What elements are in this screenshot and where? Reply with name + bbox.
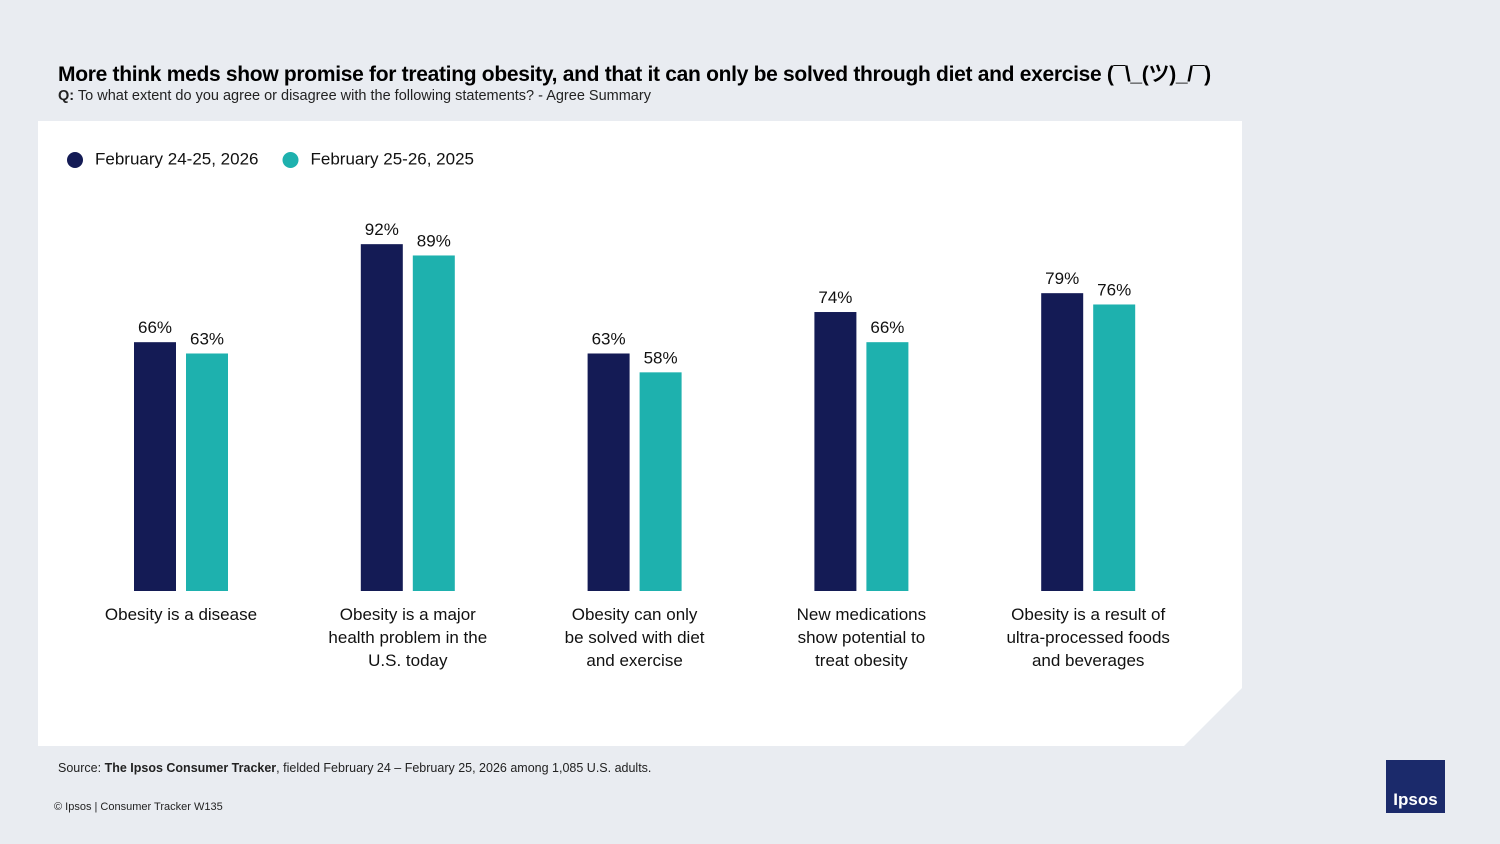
category-label: Obesity is a result of ultra-processed f… [1006, 605, 1170, 670]
value-label: 63% [592, 329, 626, 348]
value-label: 66% [870, 318, 904, 337]
bar [134, 342, 176, 591]
value-label: 92% [365, 220, 399, 239]
bar [639, 372, 682, 591]
category-label: New medications show potential to treat … [796, 605, 927, 670]
bar [360, 244, 403, 591]
bar [1041, 293, 1084, 591]
question-label: Q: [58, 88, 75, 104]
legend-label: February 25-26, 2025 [311, 149, 475, 168]
bar [186, 353, 228, 591]
bar [866, 342, 909, 591]
value-label: 79% [1045, 269, 1079, 288]
source-label: Source: [58, 761, 102, 775]
subtitle: Q: To what extent do you agree or disagr… [58, 88, 651, 104]
category-label: Obesity is a major health problem in the… [328, 605, 488, 670]
source-name: The Ipsos Consumer Tracker [104, 761, 277, 775]
legend-label: February 24-25, 2026 [95, 149, 259, 168]
logo: Ipsos [1386, 760, 1445, 813]
title: More think meds show promise for treatin… [58, 63, 1211, 86]
legend-marker [67, 152, 83, 168]
source: Source: The Ipsos Consumer Tracker, fiel… [58, 761, 651, 775]
value-label: 89% [417, 231, 451, 250]
bar [1093, 304, 1136, 591]
bar [587, 353, 630, 591]
value-label: 63% [190, 329, 224, 348]
question: To what extent do you agree or disagree … [77, 88, 651, 104]
category-label: Obesity is a disease [104, 605, 258, 624]
copyright: © Ipsos | Consumer Tracker W135 [54, 801, 223, 813]
bar [814, 312, 857, 591]
source-text: , fielded February 24 – February 25, 202… [276, 761, 652, 775]
value-label: 66% [138, 318, 172, 337]
value-label: 58% [644, 348, 678, 367]
category-label: Obesity can only be solved with diet and… [564, 605, 705, 670]
legend-marker [282, 152, 299, 168]
value-label: 74% [818, 288, 852, 307]
value-label: 76% [1097, 280, 1131, 299]
bar [412, 255, 455, 591]
